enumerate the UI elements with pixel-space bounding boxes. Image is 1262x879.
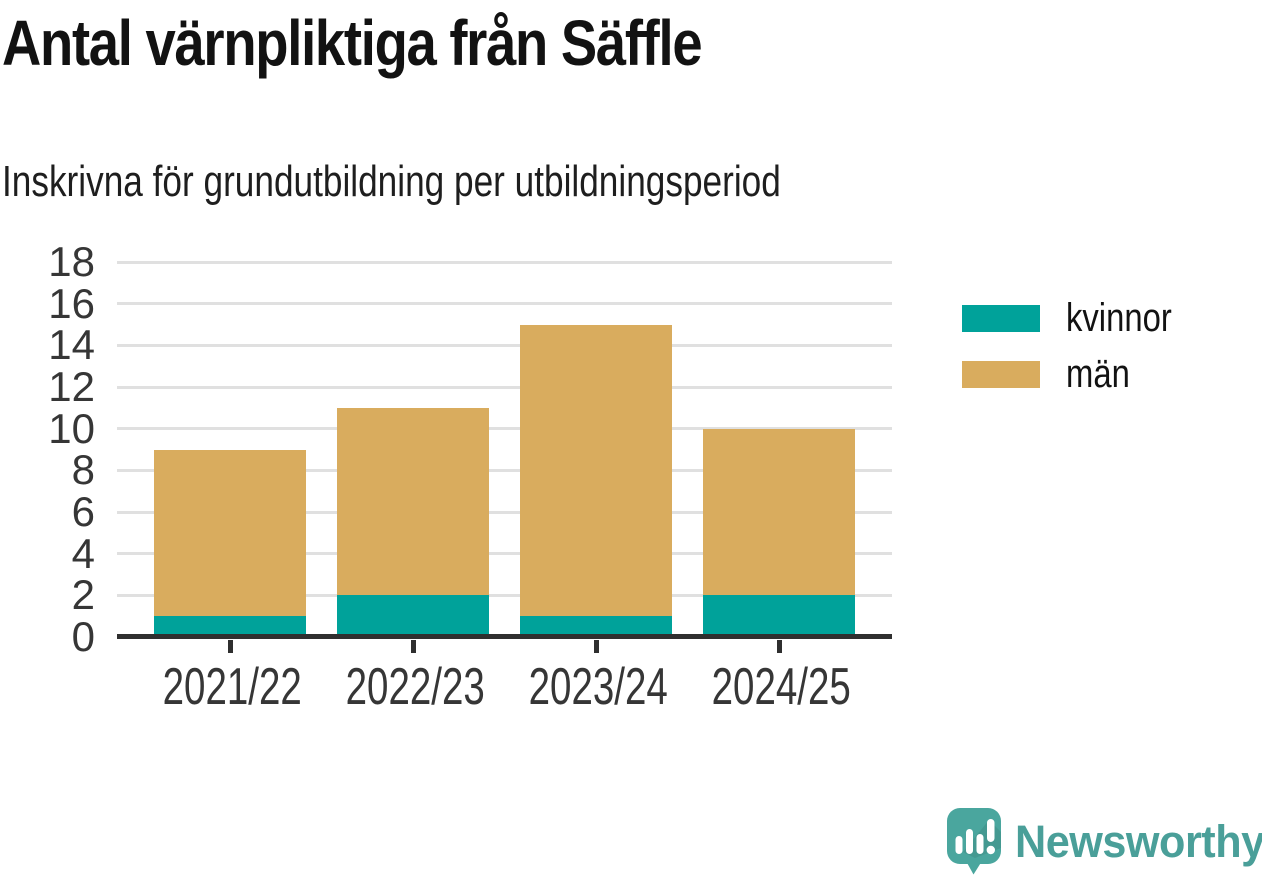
y-tick-label: 16	[48, 279, 95, 327]
gridline-12	[117, 385, 892, 389]
bar-segment-kvinnor-2024/25	[703, 595, 855, 637]
gridline-18	[117, 260, 892, 264]
bar-segment-män-2022/23	[337, 407, 489, 596]
y-tick-label: 14	[48, 321, 95, 369]
gridline-10	[117, 427, 892, 431]
bar-segment-kvinnor-2023/24	[520, 616, 672, 637]
gridline-6	[117, 510, 892, 514]
gridline-4	[117, 552, 892, 556]
y-tick-label: 2	[71, 571, 95, 619]
x-tick	[227, 640, 233, 653]
y-tick-label: 18	[48, 238, 95, 285]
bar-segment-män-2023/24	[520, 324, 672, 617]
legend-swatch-kvinnor	[962, 304, 1040, 332]
legend-label: kvinnor	[1066, 296, 1172, 340]
x-tick-label: 2024/25	[711, 658, 851, 716]
legend-item-män: män	[962, 350, 1195, 398]
y-tick-label: 6	[71, 488, 95, 535]
y-tick-label: 8	[71, 446, 95, 494]
x-axis-line	[117, 634, 892, 639]
bar-segment-kvinnor-2021/22	[154, 616, 306, 637]
bar-segment-män-2024/25	[703, 428, 855, 596]
x-tick	[776, 640, 782, 653]
x-tick	[410, 640, 416, 653]
y-tick-label: 10	[48, 404, 95, 452]
chart-title: Antal värnpliktiga från Säffle	[2, 7, 703, 79]
gridline-14	[117, 343, 892, 347]
x-tick-label: 2021/22	[162, 658, 302, 716]
newsworthy-logo-text: Newsworthy	[1015, 815, 1262, 867]
bar-segment-män-2021/22	[154, 449, 306, 617]
x-tick	[593, 640, 599, 653]
newsworthy-logo-icon	[947, 808, 1001, 875]
y-axis-labels: 0 2 4 6 8 10 12 14 16 18	[0, 241, 95, 658]
chart-subtitle: Inskrivna för grundutbildning per utbild…	[2, 157, 781, 206]
y-tick-label: 0	[71, 613, 95, 660]
bar-segment-kvinnor-2022/23	[337, 595, 489, 637]
legend: kvinnor män	[962, 294, 1195, 398]
y-tick-label: 4	[71, 529, 95, 577]
x-tick-label: 2022/23	[345, 658, 485, 716]
legend-swatch-män	[962, 360, 1040, 388]
legend-item-kvinnor: kvinnor	[962, 294, 1195, 342]
x-tick-label: 2023/24	[528, 658, 668, 716]
gridline-8	[117, 468, 892, 472]
plot-area: 2021/22 2022/23 2023/24 2024/25	[117, 260, 892, 716]
legend-label: män	[1066, 352, 1130, 396]
gridline-2	[117, 593, 892, 597]
newsworthy-branding: Newsworthy	[947, 808, 1262, 875]
gridline-16	[117, 302, 892, 306]
y-tick-label: 12	[48, 363, 95, 410]
